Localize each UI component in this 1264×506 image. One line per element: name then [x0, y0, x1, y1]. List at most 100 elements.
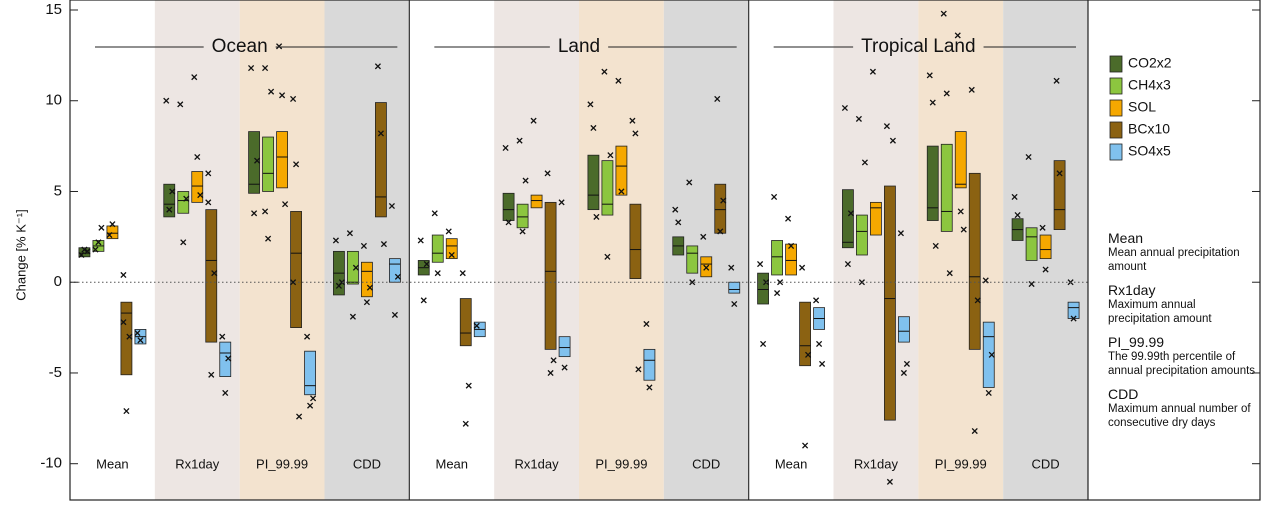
definition-text: Mean annual precipitation amount — [1108, 247, 1240, 273]
model-point — [530, 117, 537, 124]
box — [629, 203, 642, 279]
model-point — [445, 228, 452, 235]
definition-text: Maximum annual number of consecutive dry… — [1108, 403, 1251, 429]
model-point — [462, 420, 469, 427]
model-point — [819, 360, 826, 367]
model-point — [137, 337, 144, 344]
box — [544, 201, 557, 350]
model-point — [293, 161, 300, 168]
model-point — [971, 427, 978, 435]
model-point — [604, 253, 611, 260]
model-point — [197, 192, 204, 199]
box — [643, 348, 656, 381]
box — [799, 301, 811, 367]
box — [842, 189, 854, 249]
model-point — [205, 199, 212, 206]
category-label: CDD — [1031, 456, 1059, 471]
legend-label: SOL — [1128, 99, 1156, 115]
model-point — [109, 221, 116, 228]
model-point — [720, 197, 727, 204]
box — [219, 341, 232, 377]
model-point — [1042, 266, 1049, 273]
model-point — [1028, 280, 1035, 288]
model-point — [391, 311, 398, 318]
model-point — [703, 264, 710, 271]
definitions: Mean Mean annual precipitation amount Rx1d… — [1108, 222, 1256, 430]
model-point — [593, 213, 600, 220]
box — [530, 194, 543, 209]
box — [601, 160, 614, 216]
box — [431, 234, 444, 263]
model-point — [290, 279, 297, 286]
model-point — [388, 202, 395, 210]
model-point — [420, 297, 427, 304]
box — [1053, 160, 1066, 230]
box — [1025, 227, 1038, 261]
model-point — [123, 408, 130, 415]
box — [347, 250, 359, 285]
model-point — [208, 371, 215, 378]
category-label: Mean — [435, 456, 468, 471]
model-point — [900, 369, 907, 377]
model-point — [296, 413, 303, 420]
model-point — [211, 270, 218, 277]
model-point — [788, 242, 795, 249]
model-point — [855, 115, 862, 122]
model-point — [519, 228, 526, 235]
box — [304, 350, 316, 396]
model-point — [106, 231, 113, 239]
model-point — [675, 219, 682, 226]
category-band — [833, 0, 919, 500]
plot-frame — [69, 0, 1261, 501]
legend-swatch — [1109, 99, 1123, 117]
model-point — [191, 74, 198, 81]
box — [870, 201, 882, 236]
category-label: CDD — [692, 456, 720, 471]
category-label: Mean — [775, 456, 808, 471]
model-point — [366, 284, 373, 291]
model-point — [248, 65, 255, 72]
model-point — [632, 130, 639, 137]
box — [445, 238, 458, 260]
model-point — [394, 273, 401, 280]
model-point — [377, 130, 384, 137]
model-point — [968, 86, 975, 93]
legend-label: CH4x3 — [1128, 77, 1171, 93]
model-point — [1011, 193, 1018, 200]
model-point — [126, 333, 133, 340]
model-point — [465, 382, 472, 389]
box — [375, 102, 387, 218]
y-tick-label: 10 — [45, 92, 62, 109]
model-point — [686, 179, 693, 186]
model-point — [607, 152, 614, 159]
legend-label: SO4x5 — [1128, 143, 1171, 159]
model-point — [363, 299, 370, 306]
model-point — [547, 369, 554, 377]
category-band — [579, 0, 664, 500]
model-point — [265, 235, 272, 242]
model-point — [886, 478, 893, 485]
box — [954, 131, 967, 189]
model-point — [276, 43, 283, 50]
model-point — [643, 320, 650, 328]
model-point — [473, 322, 480, 329]
backgrounds — [70, 0, 1088, 500]
model-point — [988, 351, 995, 358]
model-point — [858, 279, 865, 286]
model-point — [163, 97, 170, 104]
model-point — [423, 261, 430, 268]
model-point — [771, 193, 778, 200]
box — [714, 183, 727, 234]
model-point — [169, 188, 176, 195]
model-point — [222, 389, 229, 396]
model-point — [459, 270, 466, 277]
model-point — [516, 137, 523, 144]
model-point — [98, 224, 105, 231]
model-point — [360, 242, 367, 249]
box — [1067, 301, 1080, 319]
box — [968, 172, 981, 350]
legend-swatch — [1109, 143, 1123, 161]
model-point — [714, 95, 721, 102]
y-tick-label: 15 — [45, 1, 62, 18]
model-point — [590, 124, 597, 132]
